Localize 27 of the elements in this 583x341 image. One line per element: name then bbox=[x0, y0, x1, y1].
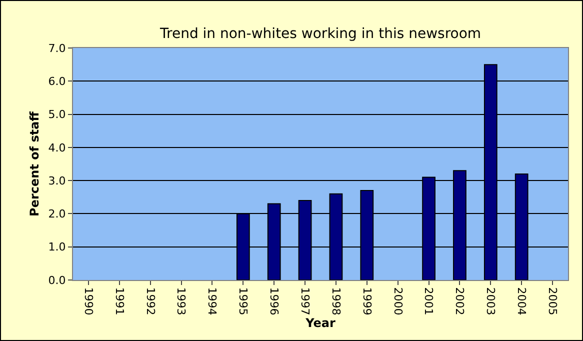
y-tick-label: 0.0 bbox=[48, 274, 66, 287]
x-tick-label: 2003 bbox=[484, 287, 498, 316]
y-tick-label: 3.0 bbox=[48, 174, 66, 188]
y-tick-label: 7.0 bbox=[48, 42, 66, 55]
x-tick-label: 1994 bbox=[206, 287, 219, 316]
x-tick-label: 1999 bbox=[360, 287, 374, 316]
y-tick-label: 1.0 bbox=[48, 240, 66, 254]
x-tick-label: 1995 bbox=[236, 287, 250, 316]
x-tick-label: 1997 bbox=[298, 287, 312, 316]
x-tick-label: 2005 bbox=[546, 287, 559, 316]
x-tick-label: 1992 bbox=[144, 287, 157, 316]
x-tick-label: 1993 bbox=[174, 287, 188, 316]
x-tick-label: 2002 bbox=[453, 287, 466, 316]
x-tick-label: 1991 bbox=[112, 287, 126, 316]
x-tick-label: 1990 bbox=[82, 287, 95, 316]
x-tick-label: 1996 bbox=[268, 287, 281, 316]
chart-title: Trend in non-whites working in this newsroom bbox=[159, 26, 482, 42]
y-tick-label: 5.0 bbox=[48, 108, 66, 122]
x-tick-label: 2004 bbox=[515, 287, 528, 316]
y-tick-label: 4.0 bbox=[48, 141, 66, 154]
y-tick-label: 2.0 bbox=[48, 208, 66, 221]
y-tick-label: 6.0 bbox=[48, 74, 66, 88]
x-tick-label: 1998 bbox=[329, 287, 342, 316]
x-tick-label: 2001 bbox=[422, 287, 436, 316]
x-axis-title: Year bbox=[304, 316, 336, 330]
y-axis-title: Percent of staff bbox=[28, 111, 42, 216]
x-tick-label: 2000 bbox=[391, 287, 404, 316]
